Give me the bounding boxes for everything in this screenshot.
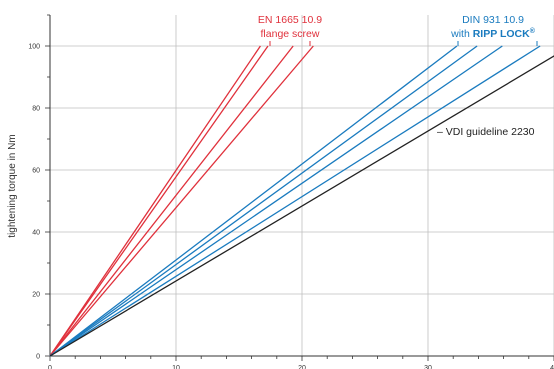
en-annotation-line2: flange screw bbox=[261, 28, 320, 40]
en-annotation-brackets bbox=[269, 41, 311, 46]
din-annotation-brackets bbox=[457, 41, 538, 46]
series-line-group-1 bbox=[49, 45, 314, 357]
y-tick-label: 40 bbox=[32, 230, 40, 237]
y-tick-label: 60 bbox=[32, 168, 40, 175]
series-line-group-1 bbox=[49, 45, 269, 357]
series-line-group-2 bbox=[49, 45, 503, 357]
series-line-group-1 bbox=[49, 45, 261, 357]
x-tick-label: 30 bbox=[424, 365, 432, 369]
x-tick-label: 20 bbox=[298, 365, 306, 369]
series-lines bbox=[49, 45, 554, 357]
din-annotation-line2: with RIPP LOCK® bbox=[450, 27, 536, 40]
series-line-group-2 bbox=[49, 45, 458, 357]
x-tick-label: 0 bbox=[48, 365, 52, 369]
series-line-group-2 bbox=[49, 45, 541, 357]
x-tick-label: 10 bbox=[172, 365, 180, 369]
series-line-group-2 bbox=[49, 45, 478, 357]
y-tick-label: 80 bbox=[32, 106, 40, 113]
ripp-lock-brand: RIPP LOCK bbox=[473, 28, 530, 40]
series-line-group-3 bbox=[49, 55, 554, 357]
y-tick-label: 0 bbox=[36, 354, 40, 361]
series-line-group-1 bbox=[49, 45, 294, 357]
y-tick-label: 20 bbox=[32, 292, 40, 299]
en-annotation-line1: EN 1665 10.9 bbox=[258, 14, 322, 26]
x-tick-label: 40 bbox=[550, 365, 554, 369]
din-annotation-line1: DIN 931 10.9 bbox=[462, 14, 524, 26]
y-axis-title: tightening torque in Nm bbox=[7, 134, 18, 237]
axis-tick-labels: 0 20 40 60 80 100 0 10 20 30 40 bbox=[28, 44, 554, 369]
axis-ticks bbox=[45, 14, 554, 361]
registered-mark: ® bbox=[530, 27, 536, 35]
y-tick-label: 100 bbox=[28, 44, 40, 51]
din-annotation-prefix: with bbox=[450, 28, 473, 40]
vdi-annotation: – VDI guideline 2230 bbox=[437, 126, 535, 138]
